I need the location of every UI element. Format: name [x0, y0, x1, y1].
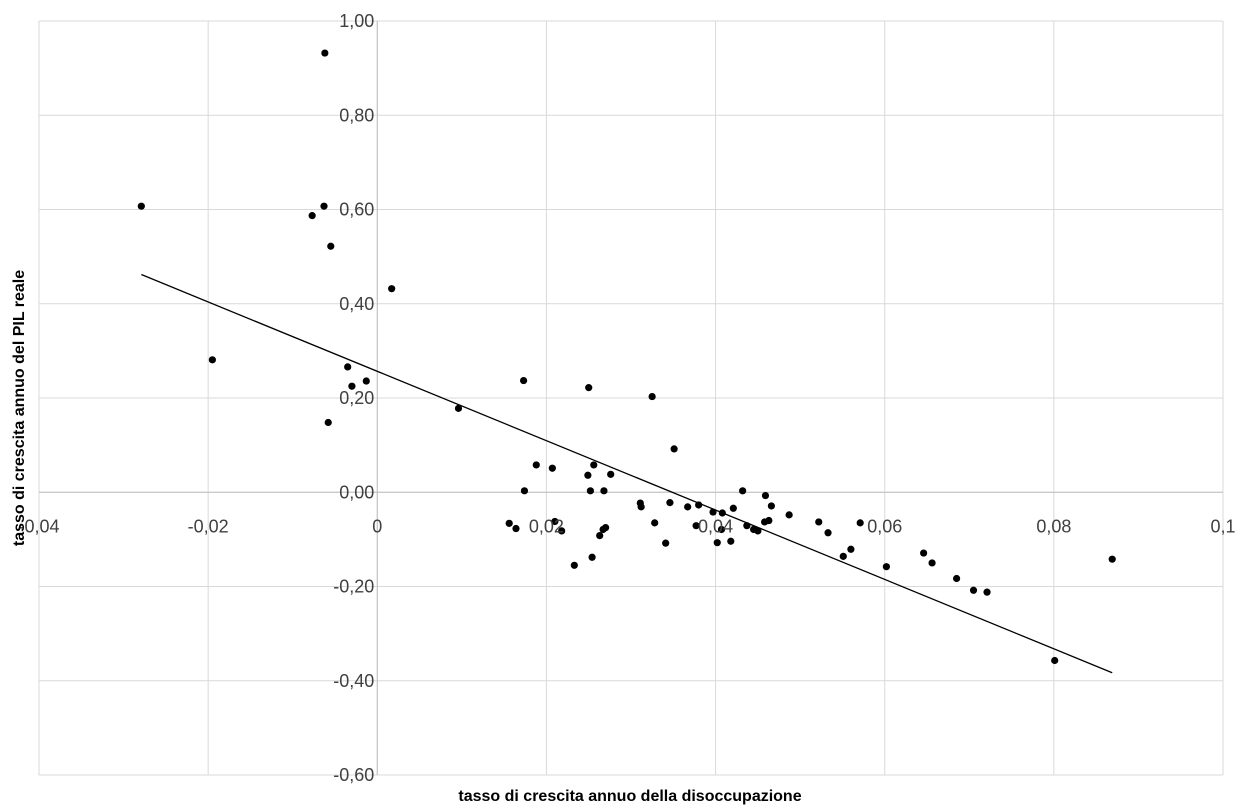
data-point	[847, 545, 855, 553]
data-point	[584, 471, 592, 479]
y-tick-label: 1,00	[339, 11, 374, 31]
data-point	[761, 491, 770, 500]
data-point	[754, 527, 762, 535]
data-point	[324, 418, 332, 427]
data-point	[548, 464, 556, 472]
data-point	[709, 508, 717, 516]
data-point	[505, 519, 513, 527]
data-point	[953, 574, 961, 583]
x-tick-label: 0,1	[1210, 516, 1235, 536]
y-tick-label: 0,40	[339, 294, 374, 314]
y-axis-title: tasso di crescita annuo del PIL reale	[11, 270, 28, 546]
data-point	[208, 356, 216, 364]
x-tick-label: 0,08	[1036, 516, 1071, 536]
data-point	[327, 242, 335, 250]
x-tick-labels: -0,04 -0,02 0 0,02 0,04 0,06 0,08 0,1	[18, 516, 1235, 536]
data-point	[308, 212, 316, 220]
x-tick-label: -0,04	[18, 516, 59, 536]
x-tick-label: -0,02	[188, 516, 229, 536]
data-point	[588, 553, 596, 561]
x-tick-label: 0,02	[529, 516, 564, 536]
x-tick-label: 0	[372, 516, 382, 536]
data-point	[695, 501, 703, 509]
data-point	[648, 392, 656, 401]
data-point	[666, 499, 674, 507]
x-axis-title: tasso di crescita annuo della disoccupaz…	[458, 788, 801, 805]
data-point	[729, 504, 737, 512]
data-point	[765, 516, 773, 525]
y-tick-label: -0,40	[333, 671, 374, 691]
y-tick-label: 0,60	[339, 200, 374, 220]
data-point	[928, 559, 936, 567]
x-tick-label: 0,06	[867, 516, 902, 536]
data-point	[920, 549, 928, 557]
data-point	[824, 529, 832, 537]
data-point	[1051, 656, 1059, 665]
zero-axes	[39, 21, 1223, 775]
y-tick-label: 0,80	[339, 105, 374, 125]
data-point	[767, 502, 775, 510]
data-point	[362, 377, 370, 385]
data-point	[727, 537, 735, 545]
data-point	[602, 523, 610, 532]
data-point	[596, 532, 604, 540]
data-point	[637, 503, 645, 511]
data-point	[969, 586, 978, 594]
data-point	[558, 527, 566, 535]
data-points	[137, 49, 1116, 665]
data-point	[344, 363, 352, 371]
data-point	[551, 517, 559, 526]
data-point	[137, 202, 145, 210]
y-tick-label: 0,20	[339, 388, 374, 408]
data-point	[590, 461, 598, 469]
data-point	[321, 49, 329, 57]
data-point	[586, 487, 595, 495]
data-point	[739, 487, 747, 495]
data-point	[743, 522, 751, 530]
data-point	[670, 445, 678, 453]
data-point	[320, 202, 328, 210]
data-point	[815, 518, 823, 526]
data-point	[348, 382, 356, 390]
data-point	[684, 503, 692, 511]
data-point	[600, 487, 608, 495]
data-point	[607, 470, 615, 478]
data-point	[718, 509, 726, 517]
data-point	[651, 519, 659, 527]
data-point	[983, 588, 991, 596]
trendline	[141, 273, 1113, 674]
trendline-group	[141, 273, 1113, 674]
data-point	[856, 519, 864, 527]
data-point	[570, 561, 578, 569]
data-point	[713, 539, 721, 547]
x-tick-label: 0,04	[698, 516, 733, 536]
data-point	[454, 404, 463, 412]
y-tick-labels: -0,60 -0,40 -0,20 0,00 0,20 0,40 0,60 0,80 1,00	[333, 11, 374, 785]
y-tick-label: -0,20	[333, 577, 374, 597]
data-point	[692, 522, 700, 530]
data-point	[585, 384, 593, 392]
data-point	[882, 563, 891, 571]
data-point	[520, 487, 529, 495]
data-point	[839, 552, 847, 560]
data-point	[1108, 555, 1116, 563]
data-point	[388, 285, 396, 293]
data-point	[785, 511, 793, 519]
data-point	[519, 376, 528, 385]
y-tick-label: -0,60	[333, 765, 374, 785]
gridlines	[38, 20, 1224, 776]
data-point	[662, 539, 670, 547]
data-point	[532, 461, 540, 469]
data-point	[512, 524, 520, 533]
data-point	[717, 525, 726, 534]
y-tick-label: 0,00	[339, 482, 374, 502]
